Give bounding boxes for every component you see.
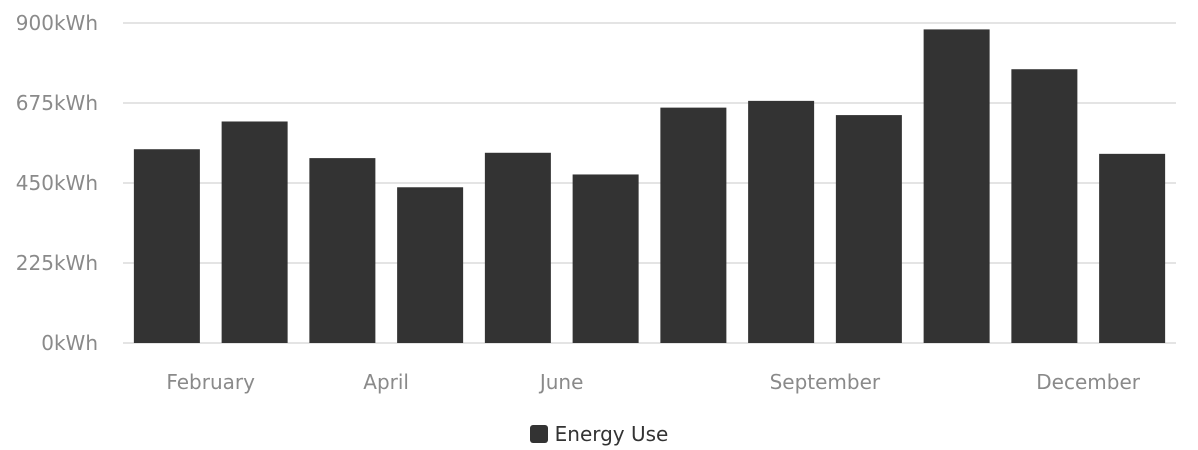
bar-october — [923, 29, 990, 344]
x-tick-label-february: February — [166, 370, 255, 394]
bars — [133, 29, 1166, 344]
bar-february — [221, 121, 288, 343]
bar-january — [133, 149, 200, 343]
y-tick-label: 0kWh — [41, 331, 98, 355]
x-tick-label-december: December — [1036, 370, 1140, 394]
bar-august — [748, 100, 815, 343]
bar-december — [1099, 153, 1166, 343]
y-axis-ticks: 0kWh 225kWh 450kWh 675kWh 900kWh — [16, 11, 98, 355]
x-tick-label-september: September — [770, 370, 881, 394]
legend-label-energy-use: Energy Use — [554, 422, 669, 446]
y-tick-label: 450kWh — [16, 171, 98, 195]
y-tick-label: 675kWh — [16, 91, 98, 115]
bar-july — [660, 107, 727, 343]
x-tick-label-april: April — [363, 370, 409, 394]
y-tick-label: 225kWh — [16, 251, 98, 275]
bar-june — [572, 174, 639, 343]
legend: Energy Use — [0, 422, 1198, 446]
y-tick-label: 900kWh — [16, 11, 98, 35]
bar-march — [309, 158, 376, 343]
legend-swatch-energy-use — [529, 425, 548, 443]
bar-april — [397, 187, 464, 343]
gridlines — [123, 22, 1176, 344]
bar-may — [484, 152, 551, 343]
bar-november — [1011, 69, 1078, 343]
x-tick-label-june: June — [538, 370, 584, 394]
x-axis-ticks: February April June September December — [166, 370, 1140, 394]
bar-september — [835, 115, 902, 343]
